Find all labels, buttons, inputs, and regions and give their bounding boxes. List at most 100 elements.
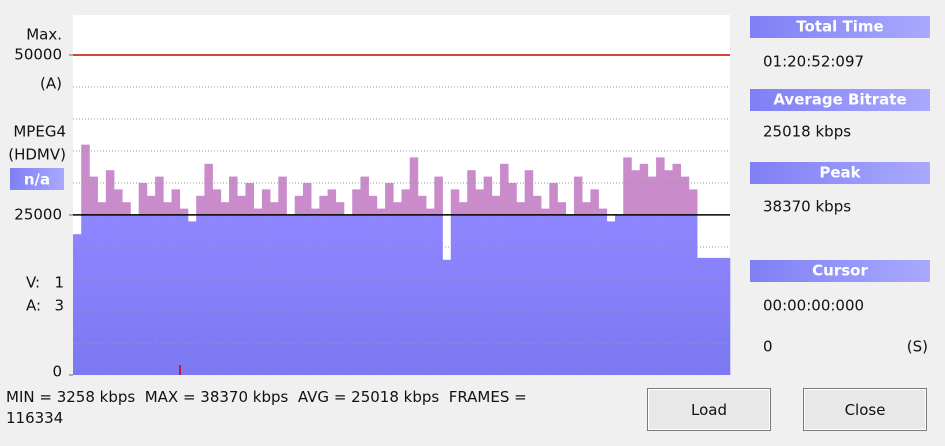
- section-title: Peak: [819, 164, 861, 182]
- close-button[interactable]: Close: [803, 388, 927, 431]
- max-label: Max.: [26, 26, 62, 44]
- bar: [426, 208, 435, 375]
- bar: [73, 234, 82, 375]
- bar: [89, 176, 98, 375]
- bar: [196, 195, 205, 375]
- section-value: 00:00:00:000: [763, 297, 864, 315]
- bar: [146, 195, 156, 375]
- bar: [598, 208, 608, 375]
- cursor-value: 0: [763, 338, 773, 356]
- bar: [557, 202, 567, 375]
- bar: [491, 195, 501, 375]
- bar: [688, 189, 698, 375]
- bar: [458, 202, 468, 375]
- bar: [220, 202, 230, 375]
- codec: MPEG4: [13, 123, 66, 141]
- section-title: Average Bitrate: [773, 91, 906, 109]
- bar: [664, 170, 673, 375]
- video-count: 1: [54, 274, 64, 292]
- plot: [73, 54, 731, 375]
- bar: [187, 221, 197, 375]
- bar: [647, 176, 657, 375]
- bar: [541, 208, 550, 375]
- video-label: V:: [26, 274, 40, 292]
- bar: [311, 208, 320, 375]
- bar: [122, 202, 131, 375]
- bar: [97, 202, 107, 375]
- bar: [286, 215, 296, 375]
- bar: [672, 163, 682, 375]
- bar: [631, 170, 640, 375]
- codec-sub: (HDMV): [8, 146, 66, 164]
- bar: [573, 176, 583, 375]
- section-value: 25018 kbps: [763, 123, 851, 141]
- bar: [245, 183, 254, 375]
- bar: [532, 195, 542, 375]
- bar: [344, 215, 353, 375]
- bar: [294, 195, 304, 375]
- section-value: 01:20:52:097: [763, 53, 864, 71]
- bar: [270, 202, 279, 375]
- bar: [483, 176, 493, 375]
- bar: [590, 189, 599, 375]
- section-title: Total Time: [796, 18, 883, 36]
- y-tick-label: 0: [52, 363, 62, 381]
- bar: [450, 189, 460, 375]
- bar: [623, 157, 632, 375]
- bar: [442, 259, 452, 375]
- audio-label: A:: [26, 297, 41, 315]
- bar: [680, 176, 690, 375]
- bar: [376, 208, 386, 375]
- bar: [508, 183, 517, 375]
- section-header: [750, 162, 930, 184]
- badge-bg: [10, 168, 64, 190]
- bar: [368, 195, 378, 375]
- bar: [171, 189, 181, 375]
- bar: [163, 202, 172, 375]
- bar: [721, 257, 731, 375]
- bar: [105, 170, 115, 375]
- bar: [319, 195, 328, 375]
- badge: n/a: [24, 171, 50, 189]
- bar: [639, 163, 649, 375]
- bar: [360, 176, 369, 375]
- bar: [179, 208, 189, 375]
- section-header: [750, 260, 930, 282]
- bar: [713, 257, 723, 375]
- section-header: [750, 16, 930, 38]
- bar: [615, 215, 624, 375]
- bar: [467, 170, 476, 375]
- bar: [130, 215, 139, 375]
- bar: [352, 189, 361, 375]
- bar: [385, 183, 394, 375]
- bar: [417, 195, 427, 375]
- section-title: Cursor: [812, 262, 868, 280]
- info-panel: Total Time 01:20:52:097 Average Bitrate 250…: [750, 16, 930, 315]
- bar: [237, 195, 246, 375]
- bar: [409, 157, 419, 375]
- bar: [393, 202, 402, 375]
- bar: [500, 163, 509, 375]
- bar: [524, 170, 534, 375]
- unit-label: (A): [40, 75, 62, 93]
- cursor-unit: (S): [907, 338, 928, 356]
- bar: [475, 189, 484, 375]
- y-tick-label: 50000: [14, 46, 62, 64]
- section-value: 38370 kbps: [763, 198, 851, 216]
- bar: [705, 257, 714, 375]
- load-button[interactable]: Load: [647, 388, 771, 431]
- y-tick-label: 25000: [14, 206, 62, 224]
- bar: [204, 163, 213, 375]
- bar: [565, 215, 575, 375]
- bar: [81, 144, 90, 375]
- section-header: [750, 89, 930, 111]
- bar: [229, 176, 238, 375]
- bar: [278, 176, 287, 375]
- bar: [401, 189, 411, 375]
- bar: [327, 189, 337, 375]
- bar: [253, 208, 263, 375]
- bar: [155, 176, 164, 375]
- bar: [582, 202, 591, 375]
- bar: [335, 202, 345, 375]
